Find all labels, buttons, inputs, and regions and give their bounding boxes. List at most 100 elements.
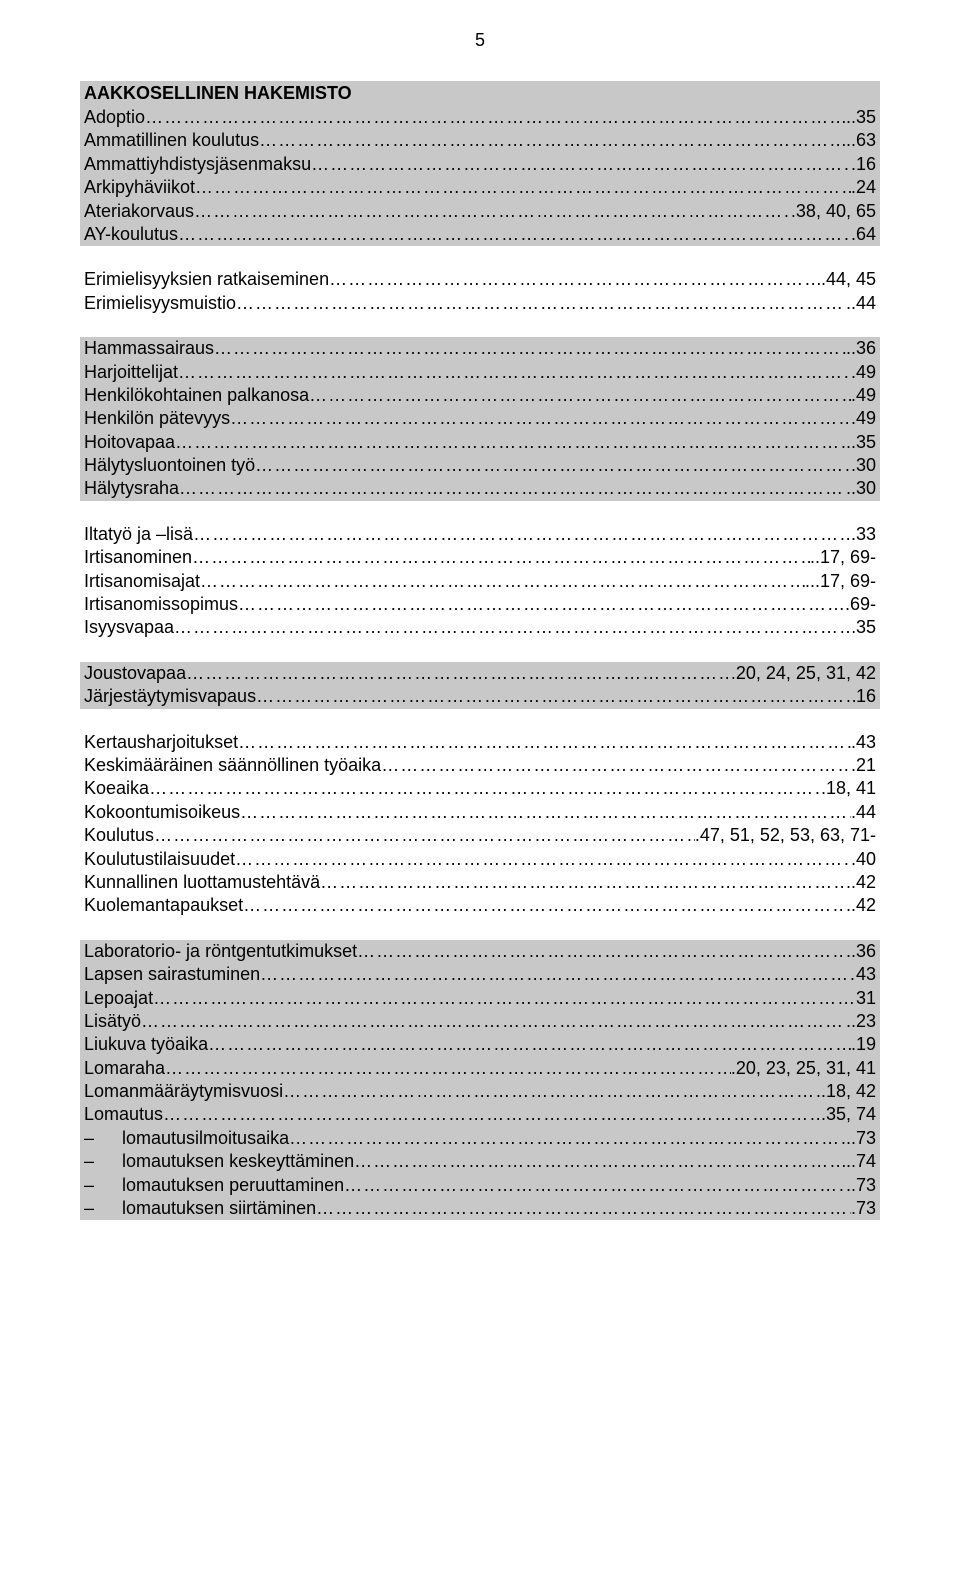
entry-page: ..74	[846, 1150, 876, 1173]
entry-page: .43	[851, 731, 876, 754]
leader-dots: ……………………………………………………………………………………………………………	[192, 546, 810, 569]
entry-page: ..23	[846, 1010, 876, 1033]
index-entry: Irtisanomisajat……………………………………………………………………	[80, 570, 880, 593]
leader-dots: ……………………………………………………………………………………………………………	[193, 523, 851, 546]
index-entry: Iltatyö ja –lisä…………………………………………………………………	[80, 523, 880, 546]
leader-dots: ……………………………………………………………………………………………………………	[381, 754, 851, 777]
entry-label: Isyysvapaa	[84, 616, 174, 639]
entry-page: .21	[851, 754, 876, 777]
entry-page: .19	[851, 1033, 876, 1056]
leader-dots: ……………………………………………………………………………………………………………	[208, 1033, 851, 1056]
entry-page: .18, 41	[821, 777, 876, 800]
leader-dots: ……………………………………………………………………………………………………………	[236, 292, 846, 315]
leader-dots: ……………………………………………………………………………………………………………	[141, 1010, 846, 1033]
index-entry: Hälytysraha………………………………………………………………………………	[80, 477, 880, 500]
leader-dots: ……………………………………………………………………………………………………………	[357, 940, 846, 963]
entry-label: Lomaraha	[84, 1057, 165, 1080]
entry-page: .73	[851, 1197, 876, 1220]
leader-dots: ……………………………………………………………………………………………………………	[240, 801, 851, 824]
entry-page: .38, 40, 65	[791, 200, 876, 223]
index-entry: Ateriakorvaus…………………………………………………………………………	[80, 200, 880, 223]
entry-label: Ammattiyhdistysjäsenmaksu	[84, 153, 311, 176]
entry-page: ..73	[846, 1174, 876, 1197]
leader-dots: ……………………………………………………………………………………………………………	[149, 777, 821, 800]
entry-page: 16	[856, 685, 876, 708]
entry-label: Joustovapaa	[84, 662, 186, 685]
index-entry: –lomautuksen peruuttaminen………………………………………	[80, 1174, 880, 1197]
entry-page: ..36	[846, 940, 876, 963]
entry-label: Kertausharjoitukset	[84, 731, 238, 754]
entry-page: 31	[856, 987, 876, 1010]
leader-dots: ……………………………………………………………………………………………………………	[178, 361, 851, 384]
entry-page: .40	[851, 848, 876, 871]
entry-label: AY-koulutus	[84, 223, 178, 246]
entry-label: Koeaika	[84, 777, 149, 800]
index-entry: –lomautuksen keskeyttäminen……………………………………	[80, 1150, 880, 1173]
entry-label: Kokoontumisoikeus	[84, 801, 240, 824]
entry-label: Harjoittelijat	[84, 361, 178, 384]
entry-page: .44	[851, 801, 876, 824]
leader-dots: ……………………………………………………………………………………………………………	[329, 268, 821, 291]
leader-dots: ……………………………………………………………………………………………………………	[165, 1057, 731, 1080]
leader-dots: ……………………………………………………………………………………………………………	[309, 384, 851, 407]
index-content: AAKKOSELLINEN HAKEMISTOAdoptio……………………………	[80, 81, 880, 1220]
entry-page: 35	[856, 616, 876, 639]
index-entry: Erimielisyyksien ratkaiseminen……………………………	[80, 268, 880, 291]
entry-page: ..30	[846, 477, 876, 500]
entry-label: Irtisanomissopimus	[84, 593, 238, 616]
entry-page: .47, 51, 52, 53, 63, 71-	[695, 824, 876, 847]
index-entry: AY-koulutus………………………………………………………………………………	[80, 223, 880, 246]
entry-label: Irtisanomisajat	[84, 570, 200, 593]
entry-label: Keskimääräinen säännöllinen työaika	[84, 754, 381, 777]
index-entry: Arkipyhäviikot………………………………………………………………………	[80, 176, 880, 199]
entry-label: Erimielisyysmuistio	[84, 292, 236, 315]
leader-dots: ……………………………………………………………………………………………………………	[154, 824, 695, 847]
index-entry: Lapsen sairastuminen………………………………………………………	[80, 963, 880, 986]
entry-label: Hälytysraha	[84, 477, 179, 500]
leader-dots: ……………………………………………………………………………………………………………	[235, 848, 851, 871]
leader-dots: ……………………………………………………………………………………………………………	[175, 431, 846, 454]
index-entry: Lepoajat………………………………………………………………………………………	[80, 987, 880, 1010]
index-entry: Koulutustilaisuudet…………………………………………………………	[80, 848, 880, 871]
page-number: 5	[80, 30, 880, 51]
index-entry: Koulutus………………………………………………………………………………………	[80, 824, 880, 847]
leader-dots: ……………………………………………………………………………………………………………	[316, 1197, 851, 1220]
entry-label: Hälytysluontoinen työ	[84, 454, 255, 477]
index-entry: Ammatillinen koulutus……………………………………………………	[80, 129, 880, 152]
index-entry: Erimielisyysmuistio…………………………………………………………	[80, 292, 880, 315]
index-entry: Keskimääräinen säännöllinen työaika………………	[80, 754, 880, 777]
index-entry: Lomanmääräytymisvuosi……………………………………………………	[80, 1080, 880, 1103]
leader-dots: ……………………………………………………………………………………………………………	[230, 407, 851, 430]
entry-label: Ammatillinen koulutus	[84, 129, 259, 152]
entry-page: .64	[851, 223, 876, 246]
entry-page: ..42	[846, 894, 876, 917]
entry-label: Irtisanominen	[84, 546, 192, 569]
entry-label: Ateriakorvaus	[84, 200, 194, 223]
entry-label: Hammassairaus	[84, 337, 214, 360]
index-entry: Joustovapaa………………………………………………………………………………	[80, 662, 880, 685]
entry-page: ..42	[846, 871, 876, 894]
entry-label: Henkilön pätevyys	[84, 407, 230, 430]
entry-label: Iltatyö ja –lisä	[84, 523, 193, 546]
leader-dots: ……………………………………………………………………………………………………………	[256, 685, 856, 708]
index-entry: Järjestäytymisvapaus………………………………………………………	[80, 685, 880, 708]
leader-dots: ……………………………………………………………………………………………………………	[255, 454, 851, 477]
index-entry: Irtisanominen…………………………………………………………………………	[80, 546, 880, 569]
leader-dots: ……………………………………………………………………………………………………………	[214, 337, 846, 360]
index-title: AAKKOSELLINEN HAKEMISTO	[80, 81, 880, 106]
entry-page: ..63	[846, 129, 876, 152]
entry-page: ..44	[846, 292, 876, 315]
leader-dots: ……………………………………………………………………………………………………………	[194, 200, 791, 223]
index-entry: –lomautusilmoitusaika……………………………………………………	[80, 1127, 880, 1150]
dash-bullet: –	[84, 1174, 122, 1197]
leader-dots: ……………………………………………………………………………………………………………	[145, 106, 846, 129]
dash-bullet: –	[84, 1127, 122, 1150]
index-entry: Kertausharjoitukset…………………………………………………………	[80, 731, 880, 754]
entry-label: lomautuksen siirtäminen	[122, 1197, 316, 1220]
index-entry: Irtisanomissopimus……………………………………………………………	[80, 593, 880, 616]
entry-page: ...17, 69-	[805, 570, 876, 593]
entry-page: ..73	[846, 1127, 876, 1150]
leader-dots: ……………………………………………………………………………………………………………	[311, 153, 851, 176]
index-entry: Hammassairaus…………………………………………………………………………	[80, 337, 880, 360]
entry-page: 43	[856, 963, 876, 986]
